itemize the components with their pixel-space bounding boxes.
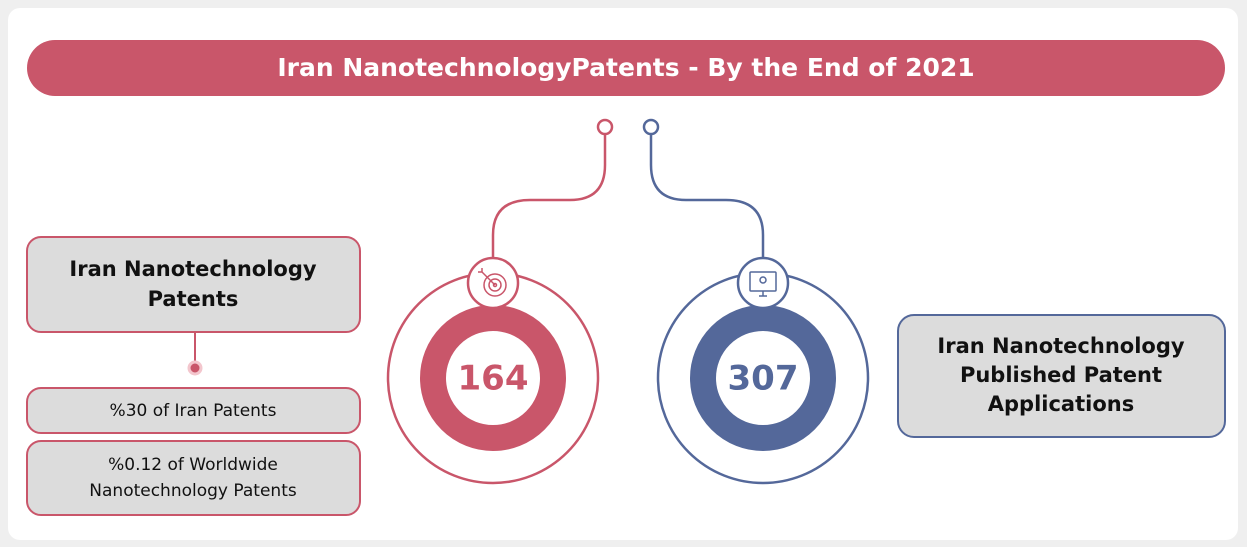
note: %30 of Iran Patents [110,401,277,421]
connector [491,134,607,258]
title-bar [27,40,1225,96]
note: Nanotechnology Patents [89,481,297,501]
connector [649,134,765,258]
label: Applications [988,392,1134,416]
label: Patents [148,287,239,311]
donut [690,305,836,451]
label-box [897,314,1226,438]
connector-dot [187,360,203,376]
monitor-icon [749,271,777,297]
label: Iran Nanotechnology [937,334,1184,358]
note: %0.12 of Worldwide [108,455,278,475]
label: Published Patent [960,363,1162,387]
donut [420,305,566,451]
label-box [26,236,361,333]
value: 307 [728,359,799,399]
note-box [26,440,361,516]
value: 164 [458,359,529,399]
target-icon [478,268,507,297]
label: Iran Nanotechnology [69,257,316,281]
title: Iran NanotechnologyPatents - By the End … [277,53,974,82]
note-box [26,387,361,434]
